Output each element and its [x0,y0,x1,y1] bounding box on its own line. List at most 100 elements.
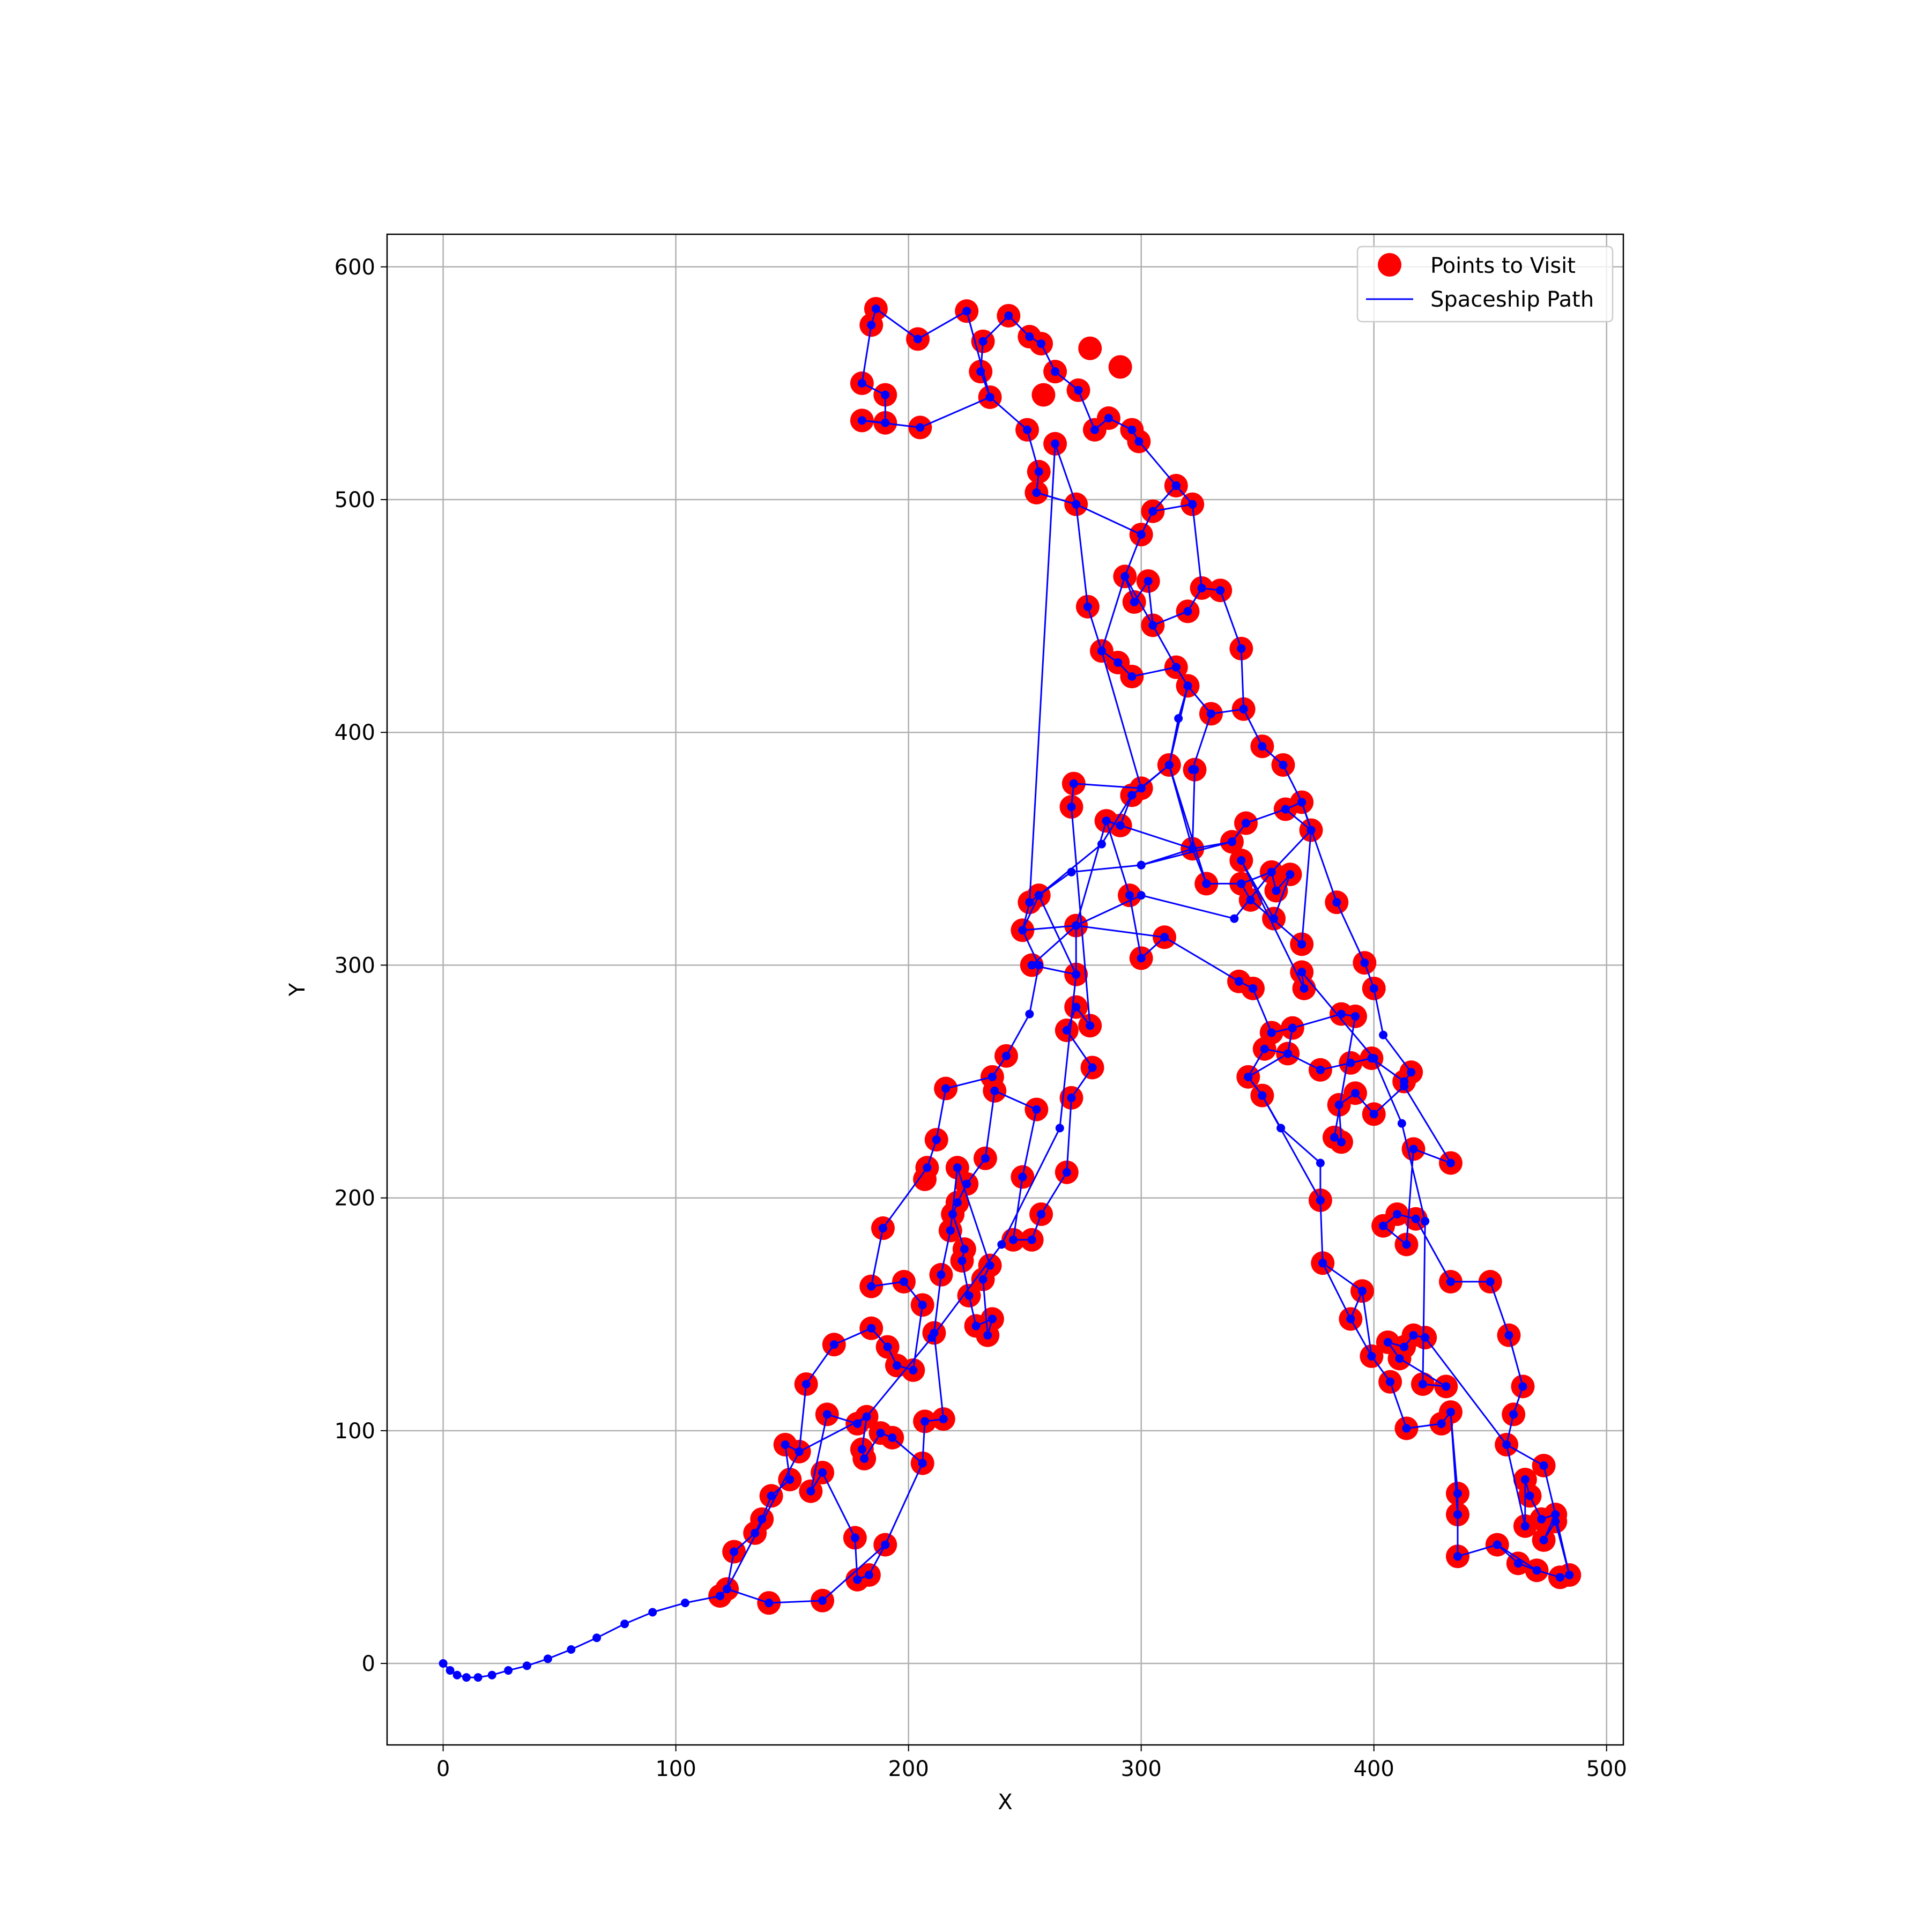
path-waypoint [1446,1277,1455,1286]
path-waypoint [939,1415,948,1424]
path-waypoint [592,1633,602,1643]
path-waypoint [1411,1214,1420,1223]
path-waypoint [1350,1012,1360,1021]
path-waypoint [1237,879,1246,888]
path-waypoint [716,1592,725,1601]
path-waypoint [853,1419,862,1428]
path-waypoint [1134,437,1144,446]
path-waypoint [1164,760,1174,769]
path-waypoint [1493,1540,1502,1549]
path-waypoint [1025,1009,1034,1019]
path-waypoint [723,1585,732,1594]
path-waypoint [1072,500,1081,509]
path-waypoint [1307,826,1316,835]
path-waypoint [1246,895,1255,904]
path-waypoint [1206,709,1215,718]
grid-lines [387,234,1623,1745]
path-waypoint [1249,984,1258,993]
path-waypoint [567,1645,576,1654]
path-waypoint [1088,1063,1097,1072]
path-waypoint [937,1270,946,1279]
path-waypoint [867,321,876,330]
path-waypoint [473,1673,482,1682]
path-waypoint [927,1333,937,1342]
path-waypoint [1160,933,1169,942]
y-tick-label: 500 [335,488,375,512]
path-waypoint [1197,583,1206,592]
path-waypoint [1509,1410,1518,1419]
path-waypoint [648,1608,657,1617]
path-waypoint [1127,672,1137,681]
path-waypoint [1520,1475,1530,1484]
path-waypoint [781,1440,790,1449]
path-waypoint [1144,576,1153,585]
path-waypoint [857,1445,866,1454]
y-tick-label: 300 [335,953,375,978]
y-axis-ticks: 0 100 200 300 400 500 600 [335,255,387,1676]
path-waypoint [962,1179,971,1188]
path-waypoint [914,335,923,344]
path-waypoint [1453,1489,1462,1498]
path-waypoint [1202,879,1211,888]
spaceship-path-series [439,304,1574,1682]
path-waypoint [1242,819,1251,828]
path-waypoint [857,416,866,425]
path-waypoint [941,1084,951,1093]
path-waypoint [918,1459,927,1468]
path-waypoint [1227,837,1236,846]
path-waypoint [988,1072,997,1081]
path-waypoint [985,392,994,402]
path-waypoint [867,1282,876,1291]
path-waypoint [1316,1195,1325,1205]
path-waypoint [1008,1235,1018,1244]
path-waypoint [857,378,866,388]
path-waypoint [1270,914,1279,923]
legend: Points to Visit Spaceship Path [1356,246,1614,323]
path-waypoint [1114,658,1123,667]
path-waypoint [1171,663,1181,672]
path-waypoint [1230,914,1239,923]
path-waypoint [957,1256,967,1265]
path-waypoint [543,1654,552,1663]
path-waypoint [1332,898,1341,907]
path-waypoint [1402,1240,1411,1249]
path-waypoint [888,1433,897,1442]
path-waypoint [946,1226,955,1235]
path-waypoint [818,1596,827,1605]
path-waypoint [446,1666,455,1675]
path-waypoint [1518,1382,1527,1391]
y-tick-label: 0 [362,1652,375,1676]
path-waypoint [1244,1072,1253,1081]
path-waypoint [1237,644,1246,653]
path-waypoint [818,1468,827,1477]
path-waypoint [1072,1002,1081,1012]
path-waypoint [867,1324,876,1333]
path-waypoint [1025,898,1034,907]
path-waypoint [1421,1217,1430,1226]
path-waypoint [1018,926,1027,935]
y-tick-label: 200 [335,1186,375,1211]
path-waypoint [871,304,880,313]
path-waypoint [1188,844,1197,853]
path-waypoint [923,1163,932,1172]
path-waypoint [881,418,890,427]
path-waypoint [1539,1461,1548,1470]
path-waypoint [1188,500,1197,509]
path-waypoint [881,1540,890,1549]
path-waypoint [981,1154,990,1163]
path-waypoint [439,1659,448,1668]
path-waypoint [1137,530,1146,539]
path-waypoint [1297,940,1307,949]
path-waypoint [850,1533,859,1542]
path-waypoint [462,1673,471,1682]
path-waypoint [1400,1082,1409,1091]
path-waypoint [1367,1351,1376,1361]
path-waypoint [960,1245,969,1254]
path-waypoint [978,337,988,346]
path-waypoint [1520,1521,1530,1530]
path-waypoint [1237,856,1246,865]
y-tick-label: 400 [335,720,375,745]
path-waypoint [971,1321,981,1331]
path-waypoint [1120,572,1130,581]
path-waypoint [1267,1028,1276,1037]
